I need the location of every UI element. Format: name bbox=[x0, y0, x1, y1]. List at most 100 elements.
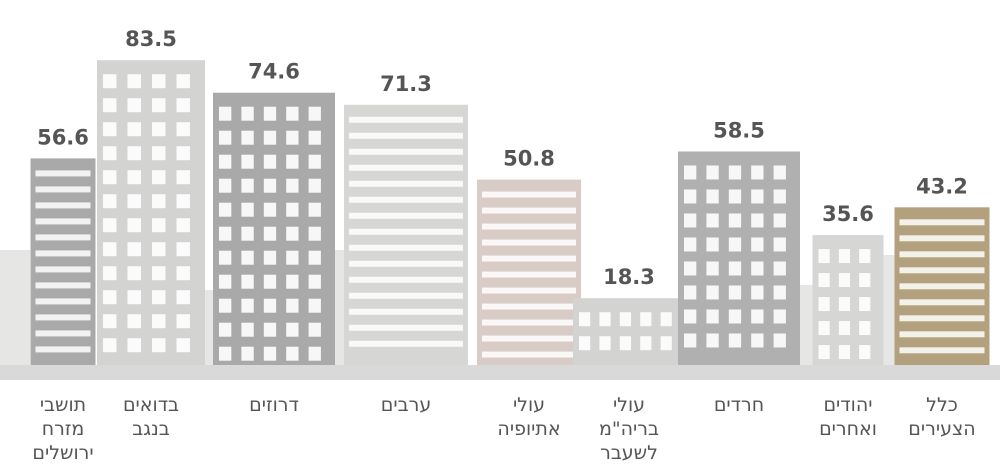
window bbox=[684, 237, 697, 252]
window bbox=[103, 338, 117, 353]
window bbox=[308, 178, 321, 193]
window-stripe bbox=[349, 340, 463, 347]
window-stripe bbox=[35, 314, 91, 321]
window bbox=[751, 189, 764, 204]
windows bbox=[219, 106, 321, 361]
window bbox=[219, 178, 232, 193]
window-stripe bbox=[899, 251, 985, 258]
x-tick-label: ערבים bbox=[381, 394, 431, 416]
bar bbox=[344, 104, 468, 365]
window bbox=[773, 213, 786, 228]
window-stripe bbox=[899, 315, 985, 322]
value-label: 18.3 bbox=[603, 265, 655, 289]
window-stripe bbox=[349, 276, 463, 283]
window bbox=[751, 333, 764, 348]
window bbox=[684, 213, 697, 228]
window bbox=[706, 261, 719, 276]
window bbox=[308, 250, 321, 265]
x-tick-label: חרדים bbox=[714, 394, 764, 416]
window bbox=[286, 298, 299, 313]
window bbox=[728, 261, 742, 276]
window bbox=[684, 189, 697, 204]
window-stripe bbox=[349, 180, 463, 187]
window bbox=[263, 154, 277, 169]
window-stripe bbox=[349, 324, 463, 331]
window bbox=[308, 154, 321, 169]
value-label: 74.6 bbox=[248, 60, 300, 84]
window bbox=[308, 346, 321, 361]
window bbox=[308, 130, 321, 145]
window bbox=[818, 273, 830, 288]
window bbox=[818, 297, 830, 312]
window bbox=[286, 250, 299, 265]
window bbox=[773, 261, 786, 276]
window bbox=[706, 309, 719, 324]
window bbox=[127, 98, 141, 113]
window bbox=[103, 146, 117, 161]
window bbox=[176, 74, 190, 89]
window bbox=[684, 261, 697, 276]
x-tick-label: תושבי מזרח ירושלים bbox=[32, 394, 93, 464]
window bbox=[838, 345, 851, 360]
window bbox=[308, 202, 321, 217]
window bbox=[241, 202, 254, 217]
window bbox=[684, 309, 697, 324]
window bbox=[176, 314, 190, 329]
window-stripe bbox=[482, 287, 576, 294]
window-stripe bbox=[349, 196, 463, 203]
window bbox=[263, 346, 277, 361]
window-stripe bbox=[35, 186, 91, 193]
window bbox=[127, 170, 141, 185]
window bbox=[263, 274, 277, 289]
window bbox=[728, 213, 742, 228]
window bbox=[308, 322, 321, 337]
window-stripe bbox=[349, 212, 463, 219]
windows bbox=[579, 312, 672, 351]
window bbox=[286, 274, 299, 289]
value-label: 71.3 bbox=[380, 72, 432, 96]
backdrop-building bbox=[883, 255, 895, 365]
window-stripe bbox=[35, 234, 91, 241]
window bbox=[579, 336, 591, 351]
window bbox=[152, 266, 166, 281]
window bbox=[619, 312, 632, 327]
window bbox=[219, 202, 232, 217]
window bbox=[286, 322, 299, 337]
window-stripe bbox=[35, 298, 91, 305]
window bbox=[152, 170, 166, 185]
window bbox=[838, 297, 851, 312]
window bbox=[241, 226, 254, 241]
window-stripe bbox=[899, 235, 985, 242]
window bbox=[127, 146, 141, 161]
window bbox=[838, 321, 851, 336]
x-tick-label: דרוזים bbox=[249, 394, 299, 416]
window bbox=[127, 194, 141, 209]
window bbox=[579, 312, 591, 327]
value-label: 50.8 bbox=[503, 147, 555, 171]
window-stripe bbox=[35, 282, 91, 289]
window bbox=[859, 321, 871, 336]
window bbox=[176, 290, 190, 305]
window bbox=[263, 250, 277, 265]
window-stripe bbox=[35, 218, 91, 225]
windows bbox=[35, 170, 91, 353]
window bbox=[263, 298, 277, 313]
windows bbox=[482, 191, 576, 358]
window bbox=[286, 226, 299, 241]
window bbox=[308, 274, 321, 289]
value-label: 43.2 bbox=[916, 174, 968, 198]
window-stripe bbox=[482, 239, 576, 246]
window bbox=[241, 346, 254, 361]
window bbox=[773, 309, 786, 324]
window bbox=[103, 194, 117, 209]
window bbox=[263, 178, 277, 193]
backdrop-building bbox=[0, 250, 30, 365]
window bbox=[241, 106, 254, 121]
window bbox=[152, 314, 166, 329]
window bbox=[152, 338, 166, 353]
window bbox=[706, 237, 719, 252]
window bbox=[859, 273, 871, 288]
window bbox=[176, 194, 190, 209]
window bbox=[103, 314, 117, 329]
